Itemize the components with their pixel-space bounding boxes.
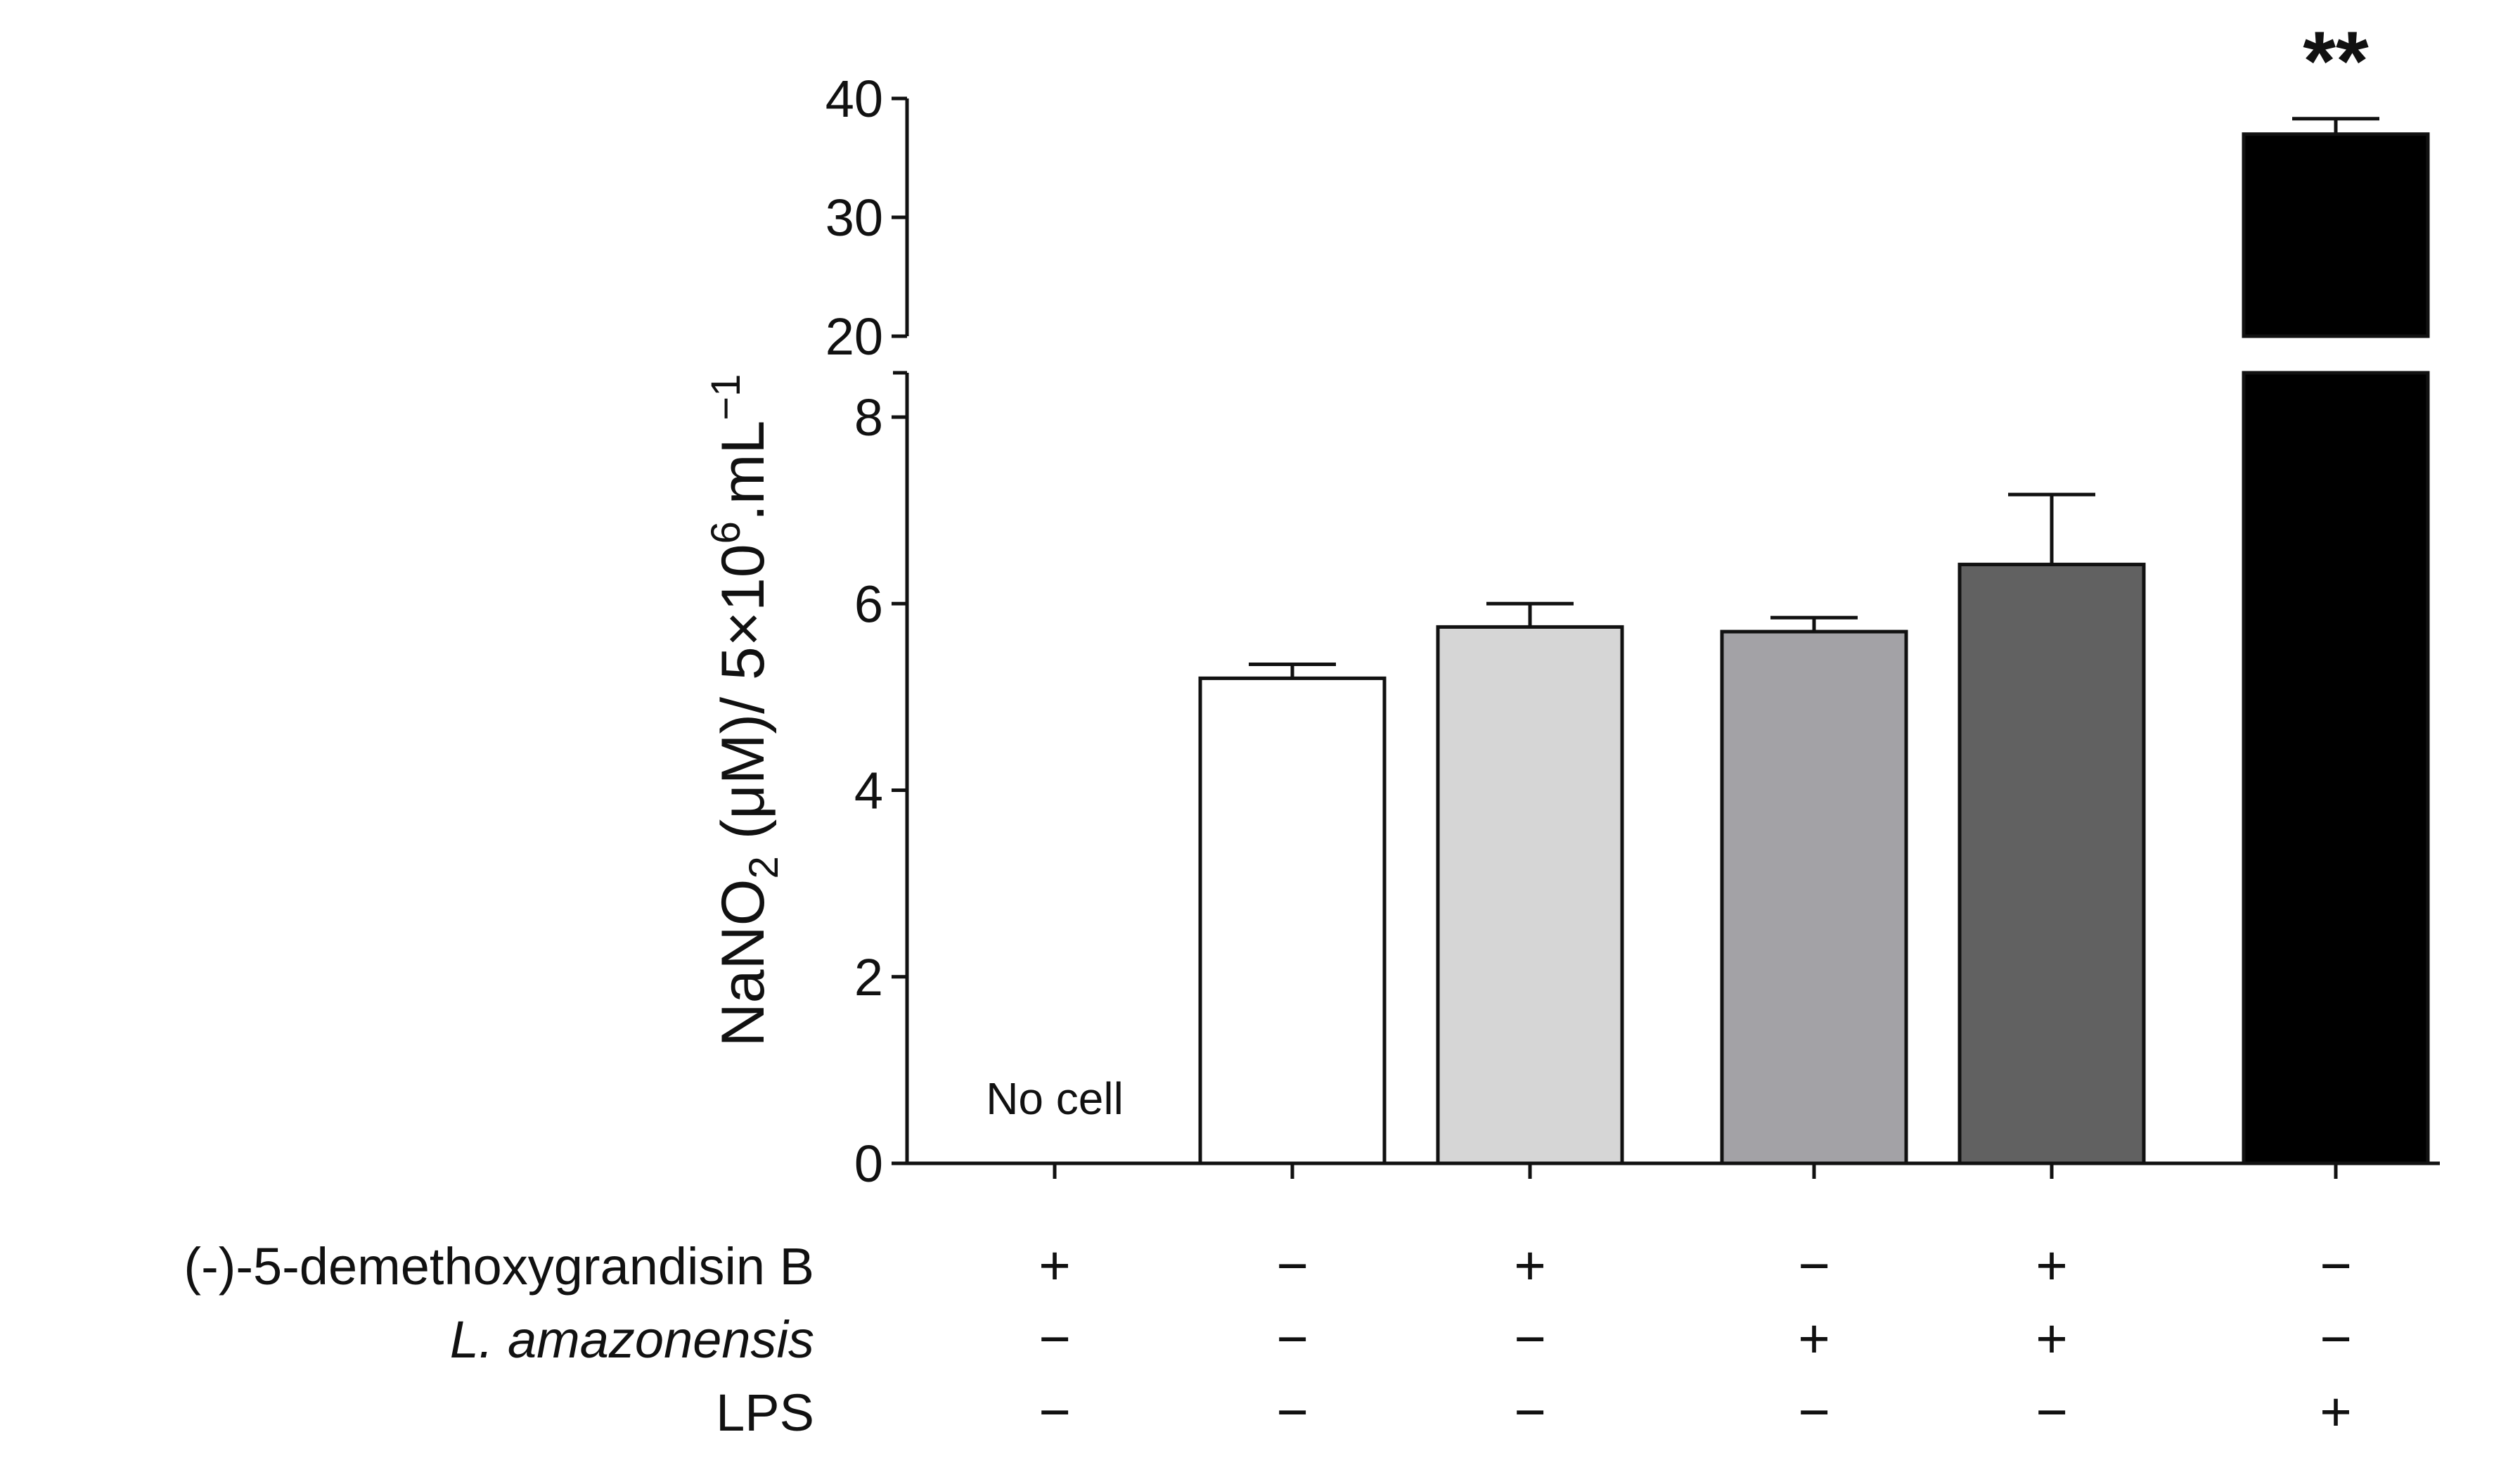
condition-symbol: − — [2036, 1381, 2068, 1443]
y-tick-label: 0 — [854, 1135, 883, 1193]
annotation-no-cell: No cell — [986, 1073, 1124, 1124]
bar-compound-plus-l-amazonensis — [1958, 563, 2146, 1165]
bar-control — [1198, 676, 1387, 1165]
condition-symbol: − — [1276, 1381, 1309, 1443]
condition-label-1: (-)-5-demethoxygrandisin B — [184, 1237, 814, 1296]
y-tick-label: 40 — [825, 70, 883, 128]
bar-lps-upper — [2242, 132, 2430, 338]
condition-symbol: − — [2320, 1308, 2352, 1369]
y-tick-label: 30 — [825, 188, 883, 247]
y-tick-label: 20 — [825, 307, 883, 366]
condition-symbol: + — [1514, 1234, 1546, 1296]
condition-symbol: + — [2320, 1381, 2352, 1443]
condition-symbol: − — [1514, 1308, 1546, 1369]
condition-symbol: − — [1276, 1308, 1309, 1369]
bar-l-amazonensis — [1720, 629, 1908, 1165]
bar-lps-lower — [2242, 371, 2430, 1165]
bar-compound — [1436, 625, 1624, 1165]
y-tick-label: 4 — [854, 762, 883, 820]
condition-symbol: − — [1798, 1381, 1830, 1443]
condition-symbol: + — [2036, 1308, 2068, 1369]
condition-symbol: + — [1039, 1234, 1071, 1296]
y-tick-label: 2 — [854, 948, 883, 1006]
significance-marker: ** — [2303, 14, 2369, 108]
condition-label-3: LPS — [716, 1383, 814, 1442]
condition-symbol: − — [2320, 1234, 2352, 1296]
condition-symbol: − — [1039, 1381, 1071, 1443]
condition-label-2: L. amazonensis — [450, 1310, 814, 1369]
condition-symbol: − — [1514, 1381, 1546, 1443]
condition-symbol: − — [1039, 1308, 1071, 1369]
y-tick-label: 8 — [854, 388, 883, 447]
y-tick-label: 6 — [854, 575, 883, 633]
condition-symbol: + — [2036, 1234, 2068, 1296]
y-axis-label: NaNO2 (μM)/ 5×106.mL−1 — [703, 374, 787, 1047]
condition-symbol: − — [1276, 1234, 1309, 1296]
condition-symbol: − — [1798, 1234, 1830, 1296]
condition-symbol: + — [1798, 1308, 1830, 1369]
